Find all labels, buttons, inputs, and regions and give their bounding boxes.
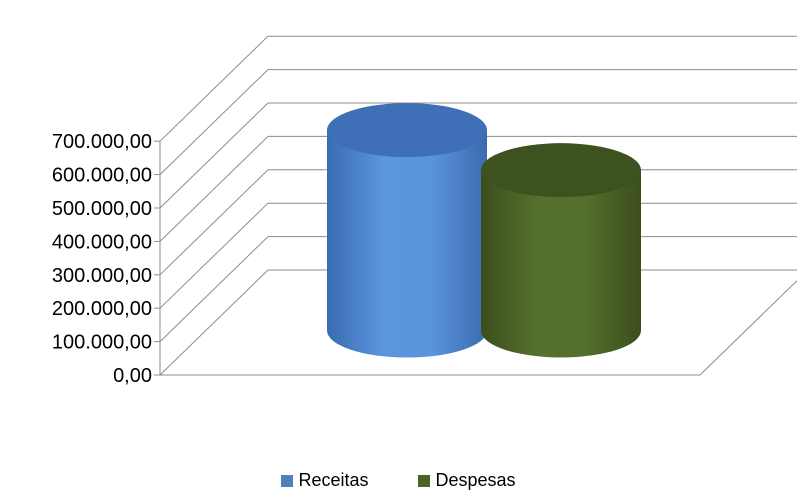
bar-top-receitas bbox=[327, 103, 487, 158]
legend-label-receitas: Receitas bbox=[298, 470, 369, 490]
gridline-diagonal-7 bbox=[159, 35, 269, 142]
floor-right-edge bbox=[699, 279, 797, 376]
gridline-diagonal-4 bbox=[159, 136, 269, 242]
bar-receitas bbox=[327, 103, 487, 358]
y-tick-label-5: 500.000,00 bbox=[52, 198, 152, 220]
bar-top-despesas bbox=[481, 143, 641, 198]
gridline-diagonal-6 bbox=[159, 69, 269, 175]
gridline-diagonal-0 bbox=[159, 269, 269, 376]
legend-swatch-receitas bbox=[281, 474, 294, 487]
legend-swatch-despesas bbox=[418, 474, 431, 487]
bar-body-receitas bbox=[327, 130, 487, 358]
y-tick-label-2: 200.000,00 bbox=[52, 298, 152, 320]
bar-body-despesas bbox=[481, 170, 641, 358]
y-tick-label-6: 600.000,00 bbox=[52, 165, 152, 187]
y-tick-label-1: 100.000,00 bbox=[52, 332, 152, 354]
plot-bars bbox=[327, 103, 641, 358]
y-tick-label-3: 300.000,00 bbox=[52, 265, 152, 287]
gridline-diagonal-1 bbox=[159, 236, 269, 342]
y-axis: 0,00 100.000,00 200.000,00 300.000,00 400.00… bbox=[52, 131, 161, 387]
legend-item-receitas: Receitas bbox=[281, 470, 368, 491]
gridline-diagonal-3 bbox=[159, 169, 269, 276]
gridline-diagonal-2 bbox=[159, 202, 269, 309]
legend-label-despesas: Despesas bbox=[435, 470, 516, 490]
gridline-diagonal-5 bbox=[159, 102, 269, 209]
y-tick-label-0: 0,00 bbox=[113, 365, 152, 387]
legend: Receitas Despesas bbox=[0, 470, 797, 491]
bar-despesas bbox=[481, 143, 641, 358]
legend-item-despesas: Despesas bbox=[418, 470, 516, 491]
y-tick-label-7: 700.000,00 bbox=[52, 131, 152, 153]
y-tick-label-4: 400.000,00 bbox=[52, 231, 152, 253]
